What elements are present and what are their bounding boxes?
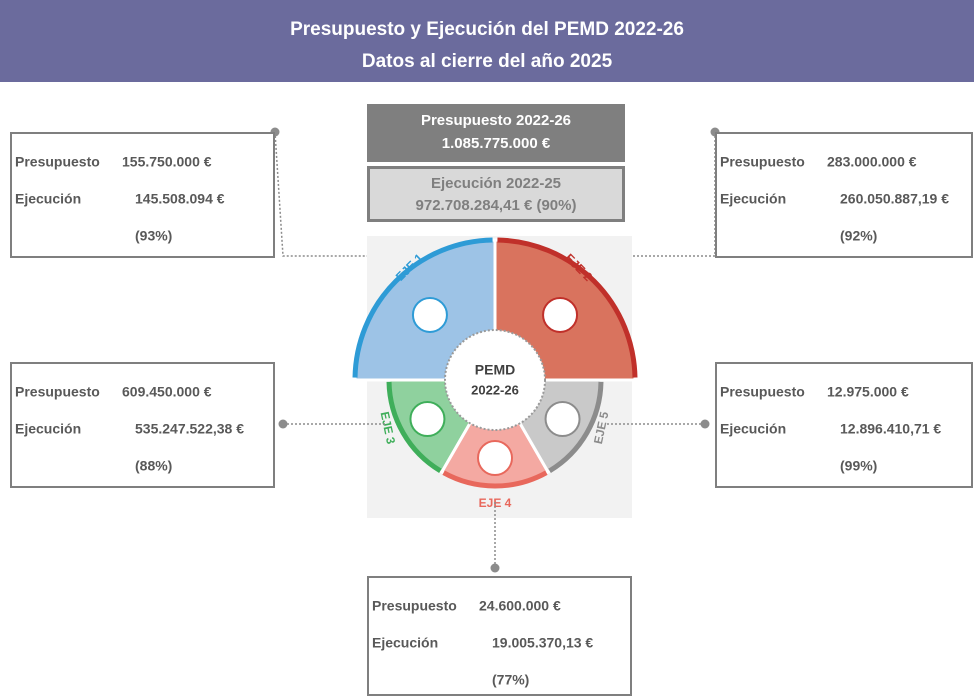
- center-line2: 2022-26: [471, 382, 519, 397]
- budget-label: Presupuesto 2022-26: [421, 112, 571, 129]
- axis-rim: [386, 381, 442, 474]
- budget-value: 283.000.000 €: [827, 154, 917, 170]
- budget-box: [367, 104, 625, 162]
- budget-value: 155.750.000 €: [122, 154, 212, 170]
- title: Presupuesto y Ejecución del PEMD 2022-26: [290, 19, 684, 40]
- axis-icon: [411, 296, 448, 333]
- connector: [632, 132, 716, 257]
- axis-rim: [442, 470, 548, 489]
- budget-value: 609.450.000 €: [122, 384, 212, 400]
- execution-label: Ejecución: [720, 191, 786, 207]
- connector-dot: [700, 419, 710, 429]
- budget-value: 1.085.775.000 €: [442, 135, 551, 152]
- axis-box: [367, 576, 632, 696]
- connector: [274, 131, 367, 257]
- execution-value: 972.708.284,41 € (90%): [416, 197, 577, 214]
- axis-boxes: Presupuesto 155.750.000 € Ejecución 145.508…: [10, 127, 973, 696]
- connector-dot: [278, 419, 288, 429]
- axis-icon: [477, 440, 513, 476]
- axis-box: [10, 362, 275, 488]
- budget-label: Presupuesto: [15, 384, 100, 400]
- budget-value: 12.975.000 €: [827, 384, 909, 400]
- budget-label: Presupuesto: [372, 598, 457, 614]
- subtitle: Datos al cierre del año 2025: [362, 51, 613, 72]
- execution-box: [367, 166, 625, 222]
- execution-label: Ejecución: [15, 191, 81, 207]
- center-circle: [444, 329, 546, 431]
- axis-rim: [497, 237, 638, 378]
- execution-percent: (93%): [135, 228, 172, 244]
- execution-label: Ejecución: [15, 421, 81, 437]
- axis-icon: [544, 401, 581, 437]
- execution-percent: (92%): [840, 228, 877, 244]
- budget-value: 24.600.000 €: [479, 598, 561, 614]
- execution-value: 145.508.094 €: [135, 191, 225, 207]
- execution-value: 535.247.522,38 €: [135, 421, 244, 437]
- axis-rim: [548, 381, 604, 474]
- budget-label: Presupuesto: [720, 384, 805, 400]
- axis-box: [10, 132, 275, 258]
- axis-icon: [542, 296, 579, 333]
- execution-label: Ejecución 2022-25: [431, 175, 561, 192]
- execution-percent: (99%): [840, 458, 877, 474]
- axis-label: EJE 5: [591, 410, 612, 445]
- execution-value: 12.896.410,71 €: [840, 421, 941, 437]
- execution-label: Ejecución: [372, 635, 438, 651]
- budget-label: Presupuesto: [15, 154, 100, 170]
- axis-box: [715, 132, 973, 258]
- execution-percent: (88%): [135, 458, 172, 474]
- execution-value: 19.005.370,13 €: [492, 635, 593, 651]
- connector-dot: [490, 563, 500, 573]
- execution-label: Ejecución: [720, 421, 786, 437]
- center-line1: PEMD: [475, 362, 515, 378]
- header-band: [0, 0, 974, 82]
- axis-label: EJE 3: [378, 410, 399, 445]
- axis-icon: [409, 401, 446, 437]
- budget-label: Presupuesto: [720, 154, 805, 170]
- execution-percent: (77%): [492, 672, 529, 688]
- execution-value: 260.050.887,19 €: [840, 191, 949, 207]
- axis-box: [715, 362, 973, 488]
- axis-rim: [352, 237, 493, 378]
